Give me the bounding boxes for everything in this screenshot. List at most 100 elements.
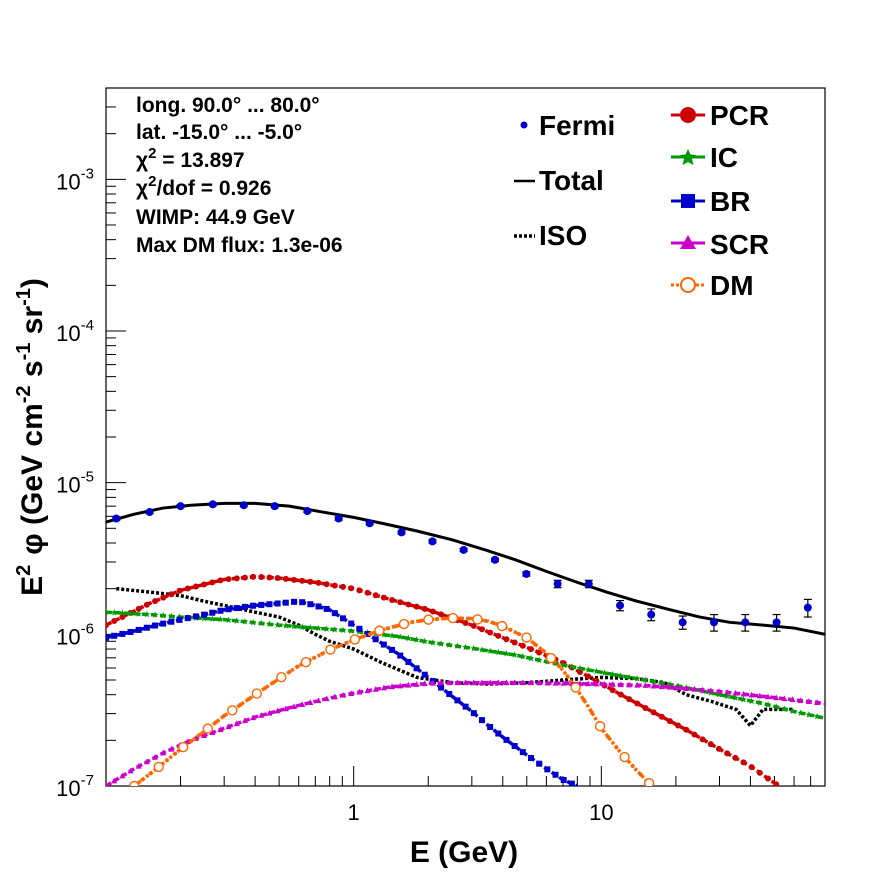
series-point [765,775,772,782]
series-point [487,679,494,686]
series-point [404,634,412,642]
series-point [691,731,698,738]
series-point [707,687,714,694]
series-br [106,598,579,786]
series-point [617,691,624,698]
series-point [789,696,796,703]
legend-scr-label: SCR [710,229,769,260]
series-point [421,605,428,612]
series-point [715,745,722,752]
y-tick-label: 10-3 [56,165,94,194]
series-point [459,616,464,621]
y-title-sup-a: 2 [13,565,35,576]
series-point [519,653,527,660]
series-point [732,754,739,761]
series-point [340,615,347,622]
legend-dm-marker [680,277,696,293]
series-point [495,632,502,639]
series-point [570,682,581,693]
series-point [222,713,227,718]
series-point [552,679,559,686]
series-point [658,713,665,720]
series-point [805,711,813,718]
series-point [389,646,396,653]
legend-dm-label: DM [710,270,754,301]
fermi-point [334,514,343,523]
series-point [372,592,379,599]
series-point [405,658,412,665]
fermi-point [678,618,687,627]
series-point [340,691,347,698]
series-point [503,736,510,743]
series-point [633,675,641,682]
series-point [396,633,404,640]
series-point [740,695,747,703]
series-point [462,703,469,710]
series-point [282,705,289,712]
series-point [536,760,543,767]
series-point [748,764,755,771]
series-point [429,679,436,686]
series-point [413,636,420,643]
info-block: long. 90.0° ... 80.0° lat. -15.0° ... -5… [136,94,343,257]
series-point [472,614,483,625]
series-point [282,622,290,629]
series-point [372,686,379,692]
series-point [536,679,543,686]
series-point [323,605,330,612]
series-point [691,685,698,692]
fermi-point [145,508,154,517]
series-point [494,648,502,656]
series-point [748,691,755,698]
series-point [421,680,428,687]
series-point [643,777,655,786]
series-point [217,607,224,614]
info-chi2: χ2 = 13.897 [136,145,245,172]
series-point [201,581,208,588]
series-point [307,578,314,585]
series-point [724,750,731,757]
info-chi2dof-symbol: χ [136,177,148,200]
series-point [225,616,233,623]
series-point [609,681,616,687]
series-point [617,681,624,688]
series-point [495,679,502,686]
series-ic [106,608,825,720]
series-point [300,656,312,668]
series-point [348,620,355,627]
series-point [200,614,208,622]
y-tick-label: 10-6 [56,620,94,649]
fermi-point [176,502,185,511]
series-point [438,679,445,686]
series-point [388,632,396,639]
series-point [478,679,485,686]
series-point [227,705,238,716]
series-point [470,622,477,629]
series-point [153,761,164,773]
series-point [233,575,240,582]
series-point [438,684,445,691]
fermi-point [270,502,279,511]
y-title-sup-b: -2 [13,385,35,403]
series-point [418,618,423,623]
series-point [642,676,649,684]
series-point [568,663,576,670]
series-point [299,577,306,584]
y-title-part-d: sr [16,306,49,343]
series-point [540,648,545,653]
series-point [320,651,325,656]
series-point [348,585,355,592]
series-point [274,707,281,714]
fermi-point [365,519,374,528]
series-point [491,621,496,626]
fermi-point [709,618,718,627]
info-wimp: WIMP: 44.9 GeV [136,206,295,229]
series-point [315,697,322,704]
series-point [385,626,390,631]
series-point [290,576,297,583]
series-point [274,621,282,628]
series-point [119,772,126,779]
axis-ticks [105,87,826,787]
series-point [135,610,143,617]
